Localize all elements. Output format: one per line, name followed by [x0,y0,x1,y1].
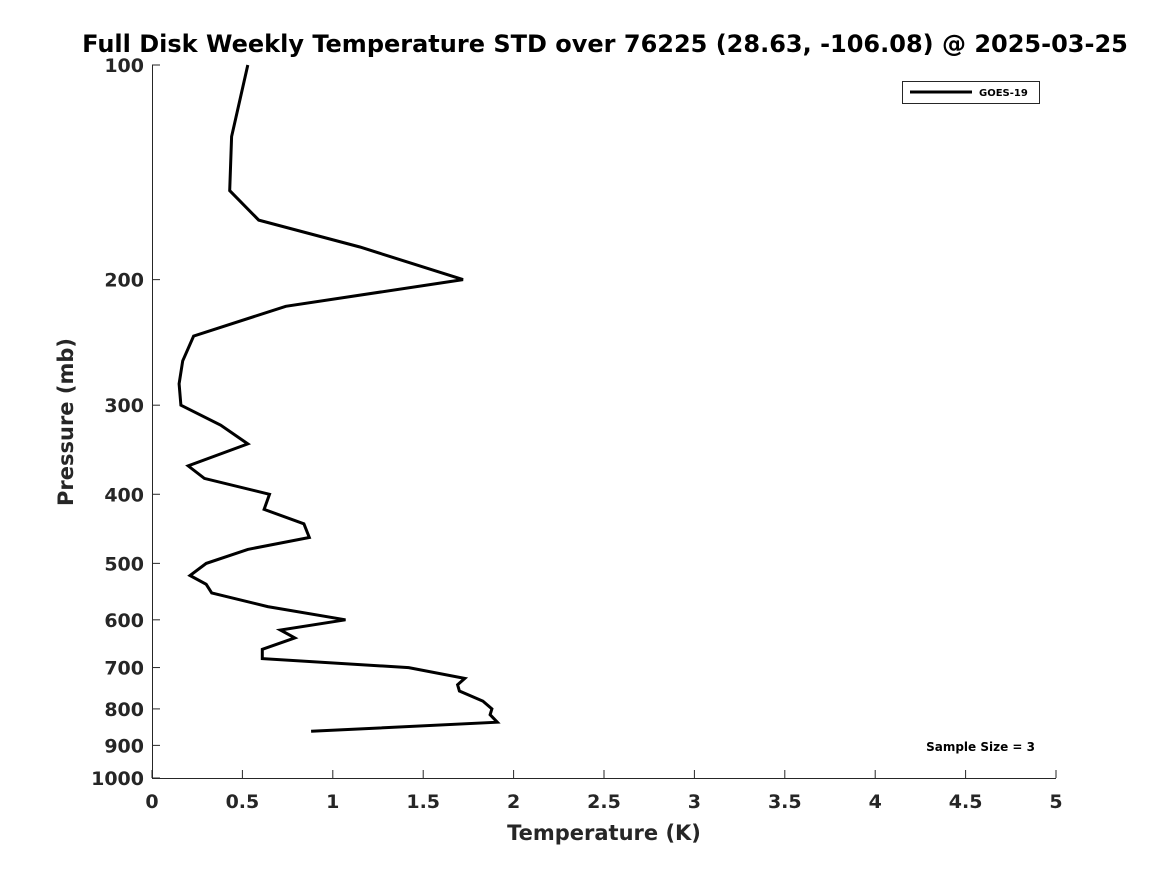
y-tick-label: 1000 [91,768,144,790]
x-tick-label: 1.5 [406,791,440,813]
y-tick-label: 800 [104,699,144,721]
plot-area [152,65,1056,779]
x-tick-label: 5 [1049,791,1062,813]
y-tick-label: 400 [104,484,144,506]
x-tick-label: 1 [326,791,339,813]
x-axis-label: Temperature (K) [507,821,701,845]
y-tick-label: 100 [104,55,144,77]
y-tick-label: 200 [104,270,144,292]
y-tick-label: 600 [104,610,144,632]
x-tick-label: 4 [869,791,882,813]
x-tick-label: 0 [145,791,158,813]
chart-title: Full Disk Weekly Temperature STD over 76… [82,30,1128,58]
series-line-1 [177,64,501,733]
series-layer [177,64,501,733]
y-tick-label: 500 [104,553,144,575]
x-tick-label: 4.5 [949,791,983,813]
x-tick-label: 2.5 [587,791,621,813]
y-ticks: 100 200 300 400 500 600 700 800 900 1000 [91,55,160,790]
legend: GOES-19 [902,81,1040,104]
y-tick-label: 900 [104,735,144,757]
legend-entry-goes-19: GOES-19 [979,88,1028,99]
y-axis-label: Pressure (mb) [54,338,78,506]
y-tick-label: 300 [104,395,144,417]
x-ticks: 0 0.5 1 1.5 2 2.5 3 3.5 4 4.5 5 [145,770,1063,813]
x-tick-label: 3 [688,791,701,813]
x-tick-label: 0.5 [226,791,260,813]
sample-size-annotation: Sample Size = 3 [926,740,1035,754]
x-tick-label: 3.5 [768,791,802,813]
y-tick-label: 700 [104,658,144,680]
x-tick-label: 2 [507,791,520,813]
